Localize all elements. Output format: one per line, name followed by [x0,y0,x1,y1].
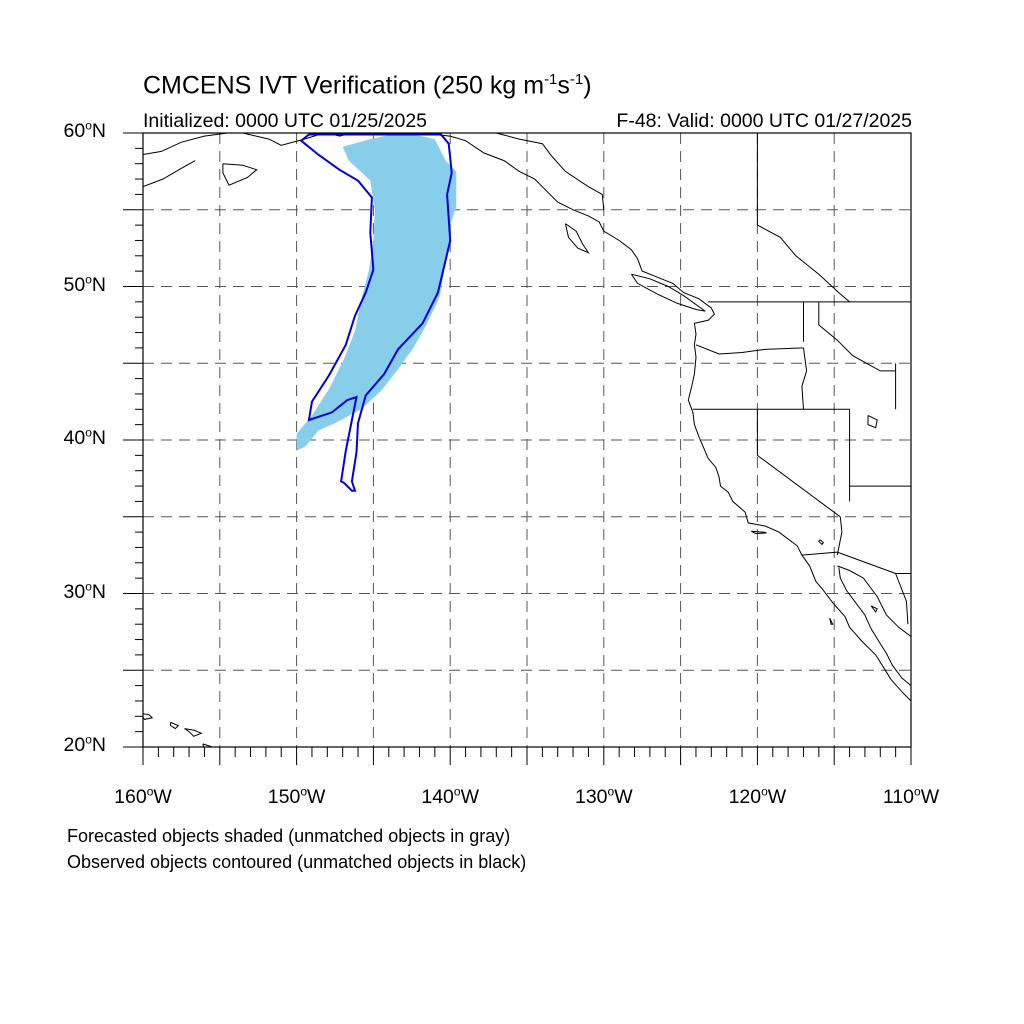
ivt-objects [296,133,457,492]
graticule [143,133,911,747]
valid-time: F-48: Valid: 0000 UTC 01/27/2025 [616,110,912,132]
observed-legend-note: Observed objects contoured (unmatched ob… [67,852,527,872]
longitude-label: 150oW [267,784,326,809]
geo-qci [564,223,590,254]
geo-channel-isl [751,530,767,535]
observed-ivt-contour [299,133,453,492]
geo-us-mx [801,551,911,574]
geo-alaska-pen [143,160,196,188]
plot-frame [142,132,912,748]
geo-west-alaska [143,133,228,155]
longitude-label: 160oW [114,784,172,809]
longitude-label: 120oW [728,784,787,809]
latitude-label: 20oN [63,732,106,757]
geo-mx-inner [895,573,909,625]
longitude-label: 140oW [421,784,480,809]
geo-mainland-mx [837,565,911,637]
geo-az-line [836,516,843,556]
forecast-legend-note: Forecasted objects shaded (unmatched obj… [67,826,511,846]
geo-hawaii4 [202,743,214,747]
geo-tiburon [870,605,878,613]
geo-or-id [801,347,808,410]
geo-ca-nv [756,409,841,518]
geo-cedros [829,617,834,625]
latitude-label: 30oN [63,579,106,603]
geo-hawaii1 [143,713,154,720]
initialized-time: Initialized: 0000 UTC 01/25/2025 [143,110,428,132]
axis-ticks [123,132,912,765]
geo-yukon-inland [496,133,605,210]
geo-hawaii3 [184,728,203,737]
latitude-label: 50oN [63,272,106,296]
latitude-label: 40oN [63,425,106,450]
geo-baja-east [838,567,911,686]
forecast-ivt-object [296,134,457,451]
geo-hawaii2 [170,721,180,730]
geo-coast [242,133,911,702]
geo-wa-or [695,344,804,355]
geo-salton [818,539,825,546]
longitude-label: 110oW [882,784,940,809]
geo-kodiak [222,163,258,186]
latitude-label: 60oN [63,118,106,143]
chart-title: CMCENS IVT Verification (250 kg m-1s-1) [143,71,592,100]
coastlines-and-borders [143,133,911,747]
geo-great-salt-lake [867,414,878,429]
longitude-label: 130oW [574,784,633,809]
geo-id-mt [818,301,896,372]
geo-vancouver-isl [630,273,706,312]
geo-bc-inland [756,133,850,303]
